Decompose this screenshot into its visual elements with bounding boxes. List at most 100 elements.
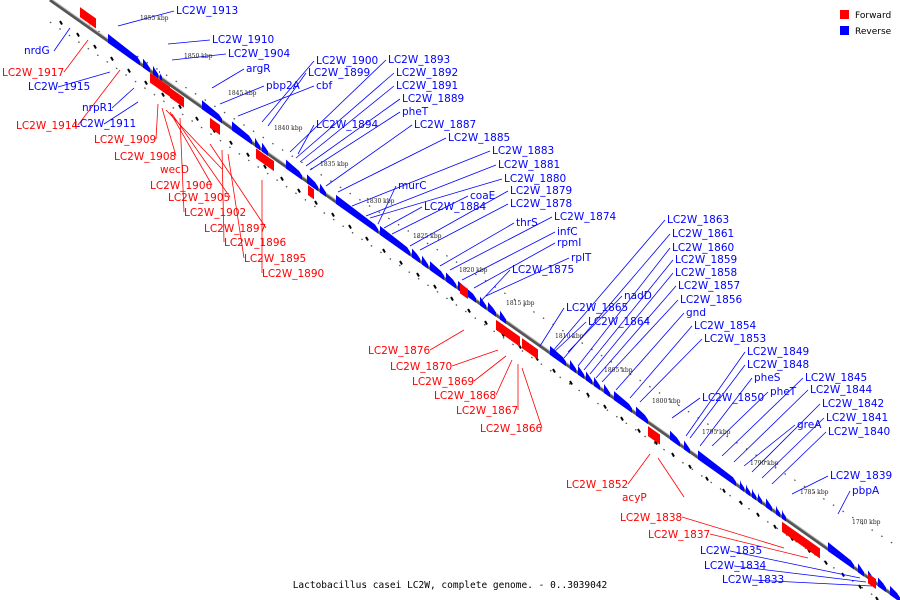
reverse-gene-label: LC2W_1858 bbox=[675, 267, 737, 279]
reverse-gene-block bbox=[446, 272, 456, 289]
reverse-gene-block bbox=[758, 492, 762, 505]
reverse-gene-block bbox=[776, 505, 780, 518]
reverse-gene-block bbox=[746, 484, 750, 497]
reverse-leader-line bbox=[103, 101, 139, 125]
reverse-leader-line bbox=[751, 403, 821, 473]
kbp-label: 1825 kbp bbox=[413, 233, 442, 240]
reverse-gene-label: LC2W_1850 bbox=[702, 392, 764, 404]
reverse-gene-label: LC2W_1849 bbox=[747, 346, 809, 358]
reverse-gene-block bbox=[570, 360, 576, 374]
forward-leader-line bbox=[221, 149, 225, 243]
reverse-gene-label: rplT bbox=[571, 252, 592, 264]
reverse-gene-label: LC2W_1891 bbox=[396, 80, 458, 92]
reverse-gene-label: LC2W_1853 bbox=[704, 333, 766, 345]
reverse-leader-line bbox=[53, 27, 71, 52]
backbone-tick bbox=[76, 32, 80, 38]
reverse-leader-line bbox=[615, 312, 685, 391]
forward-leader-line bbox=[473, 355, 507, 382]
reverse-gene-label: greA bbox=[797, 419, 822, 431]
reverse-gene-label: argR bbox=[246, 63, 271, 75]
reverse-leader-line bbox=[689, 364, 746, 439]
forward-gene-block bbox=[806, 538, 820, 559]
kbp-label: 1820 kbp bbox=[459, 267, 488, 274]
backbone-tick bbox=[603, 404, 607, 410]
forward-gene-block bbox=[502, 324, 512, 342]
forward-leader-line bbox=[179, 117, 185, 213]
backbone-tick bbox=[569, 380, 573, 386]
reverse-gene-block bbox=[255, 137, 260, 151]
forward-gene-label: LC2W_1837 bbox=[648, 529, 710, 541]
backbone-tick bbox=[654, 440, 658, 446]
reverse-gene-block bbox=[578, 365, 584, 379]
reverse-gene-label: LC2W_1878 bbox=[510, 198, 572, 210]
backbone-tick bbox=[93, 44, 97, 50]
reverse-leader-line bbox=[583, 259, 674, 371]
reverse-gene-label: LC2W_1900 bbox=[316, 55, 378, 67]
reverse-gene-label: LC2W_1842 bbox=[822, 398, 884, 410]
reverse-gene-label: thrS bbox=[516, 217, 538, 229]
forward-gene-label: LC2W_1868 bbox=[434, 390, 496, 402]
forward-gene-block bbox=[522, 338, 538, 360]
reverse-gene-label: murC bbox=[398, 180, 427, 192]
reverse-leader-line bbox=[237, 85, 315, 117]
reverse-gene-block bbox=[878, 577, 886, 593]
forward-leader-line bbox=[171, 113, 231, 198]
kbp-label: 1810 kbp bbox=[555, 333, 584, 340]
backbone-tick bbox=[348, 224, 352, 230]
backbone-tick bbox=[467, 308, 471, 314]
reverse-gene-block bbox=[890, 585, 900, 600]
reverse-gene-label: LC2W_1839 bbox=[830, 470, 892, 482]
forward-gene-block bbox=[256, 148, 266, 166]
kbp-label: 1800 kbp bbox=[652, 398, 681, 405]
reverse-leader-line bbox=[473, 242, 556, 289]
backbone-tick bbox=[739, 500, 743, 506]
reverse-leader-line bbox=[295, 72, 395, 159]
forward-gene-label: LC2W_1896 bbox=[224, 237, 287, 249]
reverse-leader-line bbox=[761, 417, 825, 479]
backbone-tick bbox=[824, 560, 828, 566]
forward-leader-line bbox=[521, 367, 543, 429]
reverse-gene-block bbox=[430, 261, 444, 281]
reverse-leader-line bbox=[479, 269, 511, 303]
forward-gene-label: LC2W_1852 bbox=[566, 479, 628, 491]
backbone-tick bbox=[263, 164, 267, 170]
reverse-gene-label: coaE bbox=[470, 190, 495, 202]
reverse-gene-block bbox=[828, 542, 854, 570]
forward-gene-label: LC2W_1902 bbox=[184, 207, 246, 219]
reverse-leader-line bbox=[111, 87, 135, 109]
reverse-gene-label: LC2W_1860 bbox=[672, 242, 734, 254]
forward-gene-block bbox=[308, 185, 314, 200]
reverse-leader-line bbox=[167, 39, 211, 45]
backbone-tick bbox=[229, 140, 233, 146]
forward-leader-line bbox=[169, 111, 213, 186]
backbone-tick bbox=[722, 488, 726, 494]
reverse-gene-block bbox=[670, 430, 680, 447]
backbone-tick bbox=[280, 176, 284, 182]
reverse-leader-line bbox=[297, 124, 315, 155]
reverse-gene-label: LC2W_1857 bbox=[678, 280, 740, 292]
backbone-tick bbox=[620, 416, 624, 422]
forward-gene-label: LC2W_1838 bbox=[620, 512, 682, 524]
reverse-leader-line bbox=[337, 137, 447, 193]
reverse-gene-label: LC2W_1875 bbox=[512, 264, 574, 276]
reverse-gene-label: LC2W_1844 bbox=[810, 384, 873, 396]
reverse-leader-line bbox=[485, 257, 570, 297]
reverse-leader-line bbox=[289, 59, 387, 153]
reverse-leader-line bbox=[449, 216, 553, 271]
backbone-tick bbox=[688, 464, 692, 470]
backbone-tick bbox=[773, 524, 777, 530]
forward-leader-line bbox=[155, 103, 159, 140]
forward-gene-block bbox=[868, 573, 876, 590]
reverse-gene-label: LC2W_1834 bbox=[704, 560, 767, 572]
reverse-gene-label: gnd bbox=[686, 307, 706, 319]
forward-gene-label: wecD bbox=[160, 164, 189, 176]
reverse-gene-label: LC2W_1911 bbox=[74, 118, 136, 130]
forward-leader-line bbox=[627, 453, 651, 485]
reverse-gene-label: pheS bbox=[754, 372, 781, 384]
reverse-leader-line bbox=[309, 111, 401, 171]
reverse-leader-line bbox=[409, 190, 509, 247]
reverse-gene-label: LC2W_1880 bbox=[504, 173, 566, 185]
backbone-tick bbox=[552, 368, 556, 374]
forward-gene-block bbox=[170, 87, 178, 104]
